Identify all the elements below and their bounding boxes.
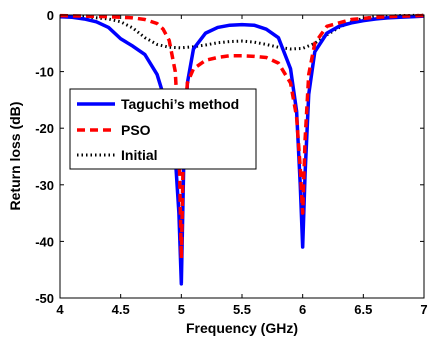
x-tick-label: 4.5 <box>112 302 130 317</box>
series-line-taguchi <box>59 14 425 286</box>
x-tick-label: 5.5 <box>233 302 251 317</box>
x-axis: 4 4.5 5 5.5 6 6.5 7 <box>56 15 428 317</box>
x-axis-label: Frequency (GHz) <box>186 320 298 336</box>
legend: Taguchi’s method PSO Initial <box>69 88 257 170</box>
series-lines <box>59 13 425 286</box>
x-tick-label: 6.5 <box>354 302 372 317</box>
y-tick-label: -20 <box>35 121 54 136</box>
y-tick-label: 0 <box>47 8 54 23</box>
y-axis: 0 -10 -20 -30 -40 -50 <box>35 8 424 306</box>
x-tick-label: 6 <box>299 302 306 317</box>
y-tick-label: -10 <box>35 65 54 80</box>
y-tick-label: -30 <box>35 178 54 193</box>
x-tick-label: 4 <box>56 302 64 317</box>
legend-label-taguchi: Taguchi’s method <box>121 96 239 112</box>
x-tick-label: 5 <box>178 302 185 317</box>
y-tick-label: -50 <box>35 291 54 306</box>
y-tick-label: -40 <box>35 234 54 249</box>
legend-label-pso: PSO <box>121 122 151 138</box>
y-axis-label: Return loss (dB) <box>7 102 23 211</box>
legend-label-initial: Initial <box>121 147 158 163</box>
x-tick-label: 7 <box>420 302 427 317</box>
